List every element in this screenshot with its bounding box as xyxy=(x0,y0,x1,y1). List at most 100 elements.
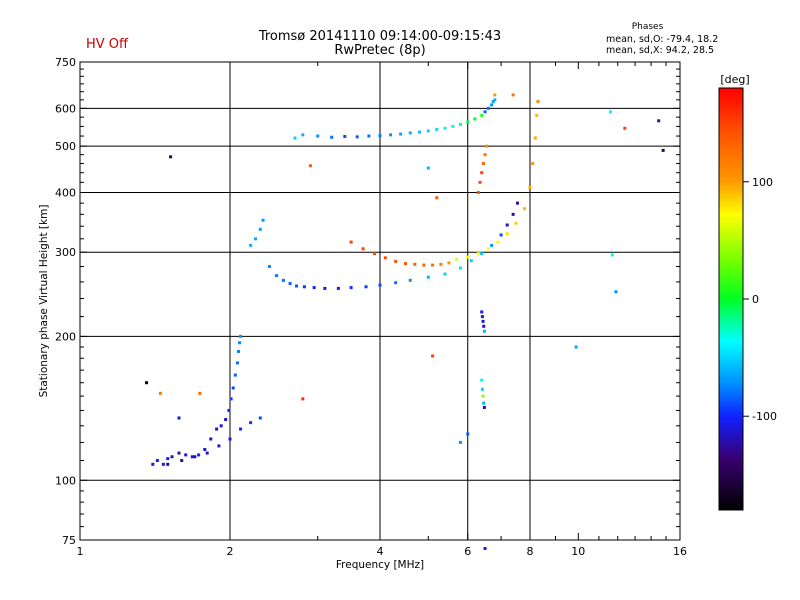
y-axis-ticks: 75 100 200 300 400 500 600 750 xyxy=(55,56,680,547)
echo-point xyxy=(281,278,285,282)
y-tick-label: 300 xyxy=(55,246,76,259)
echo-point xyxy=(480,113,484,117)
echo-point xyxy=(482,324,486,328)
echo-point xyxy=(466,120,470,124)
echo-point xyxy=(514,221,518,225)
echo-point xyxy=(349,240,353,244)
x-tick-label: 8 xyxy=(527,545,534,558)
echo-point xyxy=(267,265,271,269)
echo-point xyxy=(443,272,447,276)
x-tick-label: 6 xyxy=(464,545,471,558)
colorbar-gradient xyxy=(718,87,744,511)
echo-point xyxy=(197,453,201,457)
y-tick-label: 400 xyxy=(55,186,76,199)
echo-point xyxy=(476,252,480,256)
echo-point xyxy=(491,100,495,104)
echo-point xyxy=(466,255,470,259)
echo-point xyxy=(253,237,257,241)
echo-point xyxy=(203,447,207,451)
x-tick-label: 2 xyxy=(227,545,234,558)
colorbar-tick-label: -100 xyxy=(752,410,777,423)
echo-point xyxy=(312,286,316,290)
echo-point xyxy=(355,135,359,139)
echo-point xyxy=(209,437,213,441)
x-axis-ticks: 1 2 4 6 8 10 16 xyxy=(77,62,687,558)
echo-point xyxy=(458,123,462,127)
echo-point xyxy=(151,462,155,466)
echo-point xyxy=(447,261,451,265)
echo-point xyxy=(233,373,237,377)
x-axis-title: Frequency [MHz] xyxy=(336,559,424,571)
echo-point xyxy=(610,253,614,257)
echo-point xyxy=(480,252,484,256)
echo-point xyxy=(426,275,430,279)
echo-point xyxy=(417,130,421,134)
echo-point xyxy=(258,416,262,420)
echo-point xyxy=(536,100,540,104)
phases-heading: Phases xyxy=(631,22,664,32)
hv-status: HV Off xyxy=(86,37,128,52)
echo-point xyxy=(228,437,232,441)
echo-point xyxy=(458,266,462,270)
echo-point xyxy=(480,171,484,175)
echo-point xyxy=(261,218,265,222)
echo-point xyxy=(458,440,462,444)
echo-point xyxy=(661,148,665,152)
echo-point xyxy=(481,394,485,398)
echo-point xyxy=(535,113,539,117)
echo-point xyxy=(275,274,279,278)
echo-point xyxy=(481,161,485,165)
echo-point xyxy=(515,201,519,205)
echo-point xyxy=(231,386,235,390)
o-mode-stats: mean, sd,O: -79.4, 18.2 xyxy=(606,34,719,45)
echo-point xyxy=(378,283,382,287)
echo-point xyxy=(476,190,480,194)
echo-point xyxy=(343,134,347,138)
echo-point xyxy=(499,233,503,237)
echo-point xyxy=(215,427,219,431)
echo-point xyxy=(431,354,435,358)
echo-point xyxy=(426,129,430,133)
y-tick-label: 750 xyxy=(55,56,76,69)
echo-point xyxy=(614,290,618,294)
y-tick-label: 100 xyxy=(55,474,76,487)
echo-point xyxy=(349,286,353,290)
echo-point xyxy=(480,315,484,319)
echo-point xyxy=(258,227,262,231)
echo-point xyxy=(177,451,181,455)
echo-point xyxy=(490,103,494,107)
echo-point xyxy=(480,387,484,391)
echo-point xyxy=(235,361,239,365)
echo-point xyxy=(486,106,490,110)
echo-points xyxy=(145,93,665,550)
echo-point xyxy=(435,127,439,131)
echo-point xyxy=(394,259,398,263)
echo-point xyxy=(301,133,305,137)
x-tick-label: 1 xyxy=(77,545,84,558)
echo-point xyxy=(473,117,477,121)
echo-point xyxy=(493,98,497,102)
echo-point xyxy=(408,278,412,282)
echo-point xyxy=(373,252,377,256)
echo-point xyxy=(364,285,368,289)
echo-point xyxy=(485,144,489,148)
echo-point xyxy=(330,135,334,139)
y-tick-label: 200 xyxy=(55,330,76,343)
echo-point xyxy=(367,134,371,138)
echo-point xyxy=(426,166,430,170)
echo-point xyxy=(308,164,312,168)
echo-point xyxy=(523,207,527,211)
y-tick-label: 600 xyxy=(55,102,76,115)
echo-point xyxy=(145,381,149,385)
echo-point xyxy=(193,455,197,459)
echo-point xyxy=(511,212,515,216)
echo-point xyxy=(482,401,486,405)
echo-point xyxy=(190,455,194,459)
echo-point xyxy=(295,284,299,288)
echo-point xyxy=(439,262,443,266)
echo-point xyxy=(301,397,305,401)
echo-point xyxy=(239,427,243,431)
echo-point xyxy=(323,286,327,290)
echo-point xyxy=(483,546,487,550)
echo-point xyxy=(394,281,398,285)
